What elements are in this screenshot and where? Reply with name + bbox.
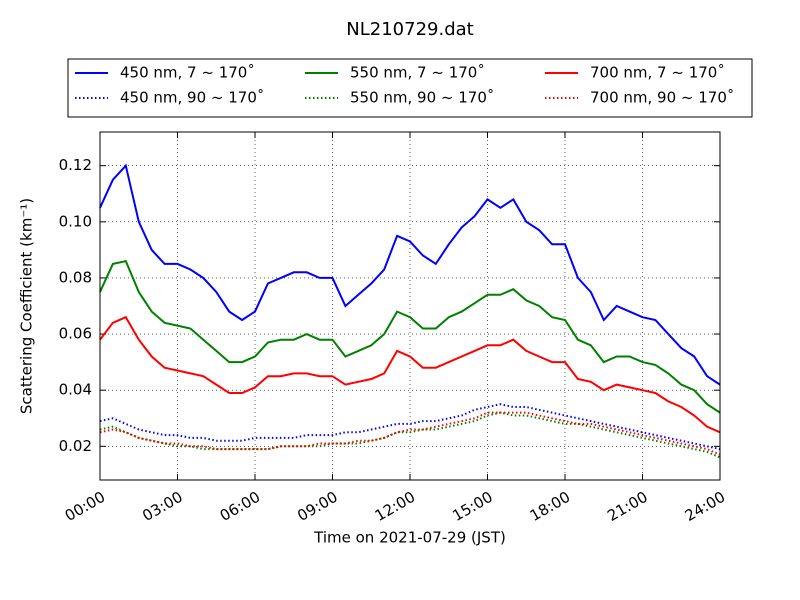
legend-label: 450 nm, 90 ~ 170˚ [120, 89, 264, 107]
legend-label: 450 nm, 7 ~ 170˚ [120, 64, 255, 82]
series-line [99, 259, 721, 414]
series-line [99, 403, 721, 451]
legend-label: 700 nm, 7 ~ 170˚ [590, 64, 725, 82]
y-tick-label: 0.02 [59, 437, 92, 455]
x-tick-label: 06:00 [217, 488, 263, 525]
y-tick-label: 0.10 [59, 212, 92, 230]
x-tick-label: 15:00 [449, 488, 495, 525]
y-axis-label: Scattering Coefficient (km⁻¹) [18, 198, 36, 414]
y-tick-label: 0.12 [59, 156, 92, 174]
series-line [99, 315, 721, 434]
x-tick-label: 21:00 [604, 488, 650, 525]
x-axis-label: Time on 2021-07-29 (JST) [313, 529, 506, 547]
x-tick-label: 09:00 [294, 488, 340, 525]
series-line [99, 163, 721, 386]
y-tick-label: 0.06 [59, 325, 92, 343]
legend-box [67, 58, 753, 118]
legend-label: 550 nm, 7 ~ 170˚ [350, 64, 485, 82]
plot-frame [99, 131, 721, 481]
x-tick-label: 18:00 [527, 488, 573, 525]
x-tick-label: 24:00 [682, 488, 728, 525]
y-tick-label: 0.08 [59, 268, 92, 286]
legend-label: 550 nm, 90 ~ 170˚ [350, 89, 494, 107]
series-line [99, 411, 721, 459]
x-tick-label: 00:00 [62, 488, 108, 525]
chart-title: NL210729.dat [346, 19, 473, 40]
x-tick-label: 03:00 [139, 488, 185, 525]
y-tick-label: 0.04 [59, 381, 92, 399]
legend-label: 700 nm, 90 ~ 170˚ [590, 89, 734, 107]
x-tick-label: 12:00 [372, 488, 418, 525]
